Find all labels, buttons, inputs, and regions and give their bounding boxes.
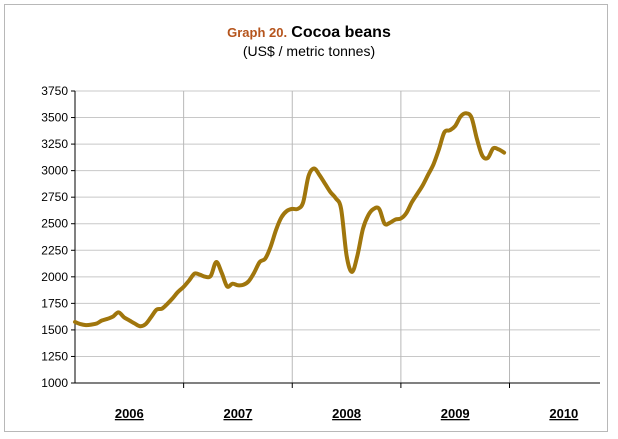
chart-subtitle: (US$ / metric tonnes) [242,43,376,60]
y-tick-label: 1500 [41,323,68,337]
x-tick-label: 2007 [223,406,252,421]
x-tick-label: 2006 [115,406,144,421]
chart-title-block: Graph 20. Cocoa beans (US$ / metric tonn… [0,24,618,59]
x-tick-label: 2010 [549,406,578,421]
chart-frame [4,4,608,432]
y-tick-label: 2500 [41,217,68,231]
y-tick-label: 3000 [41,164,68,178]
y-tick-label: 2000 [41,270,68,284]
x-tick-label: 2008 [332,406,361,421]
y-tick-label: 3250 [41,137,68,151]
y-tick-label: 2750 [41,190,68,204]
y-tick-label: 2250 [41,243,68,257]
x-tick-label: 2009 [441,406,470,421]
y-tick-label: 3750 [41,84,68,98]
y-tick-label: 1000 [41,376,68,390]
y-tick-label: 1750 [41,296,68,310]
chart-title-prefix: Graph 20. [227,25,288,40]
cocoa-price-series-line [73,111,507,329]
y-tick-label: 1250 [41,349,68,363]
y-tick-label: 3500 [41,111,68,125]
chart-title: Graph 20. Cocoa beans [0,24,618,42]
chart-title-main: Cocoa beans [291,24,391,41]
